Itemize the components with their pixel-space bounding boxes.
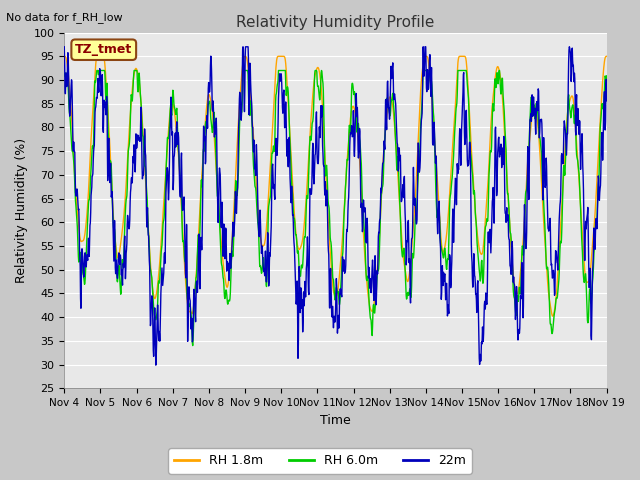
Text: No data for f_RH_low: No data for f_RH_low xyxy=(6,12,123,23)
Text: TZ_tmet: TZ_tmet xyxy=(75,43,132,56)
Legend: RH 1.8m, RH 6.0m, 22m: RH 1.8m, RH 6.0m, 22m xyxy=(168,448,472,474)
X-axis label: Time: Time xyxy=(320,414,351,427)
Y-axis label: Relativity Humidity (%): Relativity Humidity (%) xyxy=(15,138,28,283)
Title: Relativity Humidity Profile: Relativity Humidity Profile xyxy=(236,15,435,30)
